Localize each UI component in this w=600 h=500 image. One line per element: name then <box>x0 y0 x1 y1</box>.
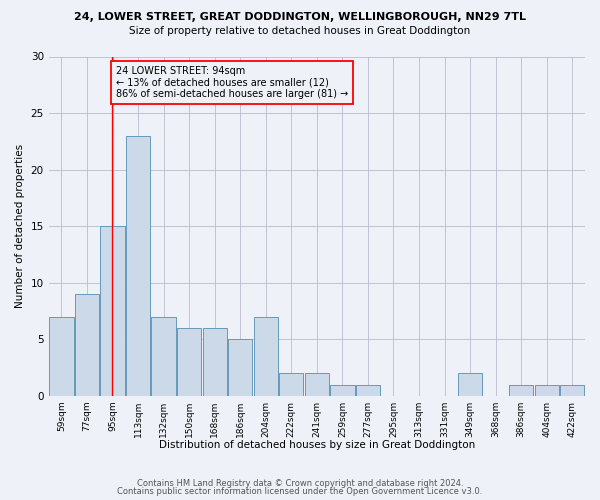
Bar <box>535 384 559 396</box>
X-axis label: Distribution of detached houses by size in Great Doddington: Distribution of detached houses by size … <box>159 440 475 450</box>
Text: 24 LOWER STREET: 94sqm
← 13% of detached houses are smaller (12)
86% of semi-det: 24 LOWER STREET: 94sqm ← 13% of detached… <box>116 66 348 99</box>
Bar <box>356 384 380 396</box>
Bar <box>305 374 329 396</box>
Bar <box>49 317 74 396</box>
Bar <box>177 328 201 396</box>
Text: Size of property relative to detached houses in Great Doddington: Size of property relative to detached ho… <box>130 26 470 36</box>
Text: Contains public sector information licensed under the Open Government Licence v3: Contains public sector information licen… <box>118 487 482 496</box>
Bar <box>100 226 125 396</box>
Bar <box>151 317 176 396</box>
Text: 24, LOWER STREET, GREAT DODDINGTON, WELLINGBOROUGH, NN29 7TL: 24, LOWER STREET, GREAT DODDINGTON, WELL… <box>74 12 526 22</box>
Y-axis label: Number of detached properties: Number of detached properties <box>15 144 25 308</box>
Text: Contains HM Land Registry data © Crown copyright and database right 2024.: Contains HM Land Registry data © Crown c… <box>137 478 463 488</box>
Bar <box>126 136 150 396</box>
Bar <box>279 374 304 396</box>
Bar <box>560 384 584 396</box>
Bar <box>203 328 227 396</box>
Bar <box>254 317 278 396</box>
Bar <box>75 294 99 396</box>
Bar <box>228 340 253 396</box>
Bar <box>509 384 533 396</box>
Bar <box>330 384 355 396</box>
Bar <box>458 374 482 396</box>
